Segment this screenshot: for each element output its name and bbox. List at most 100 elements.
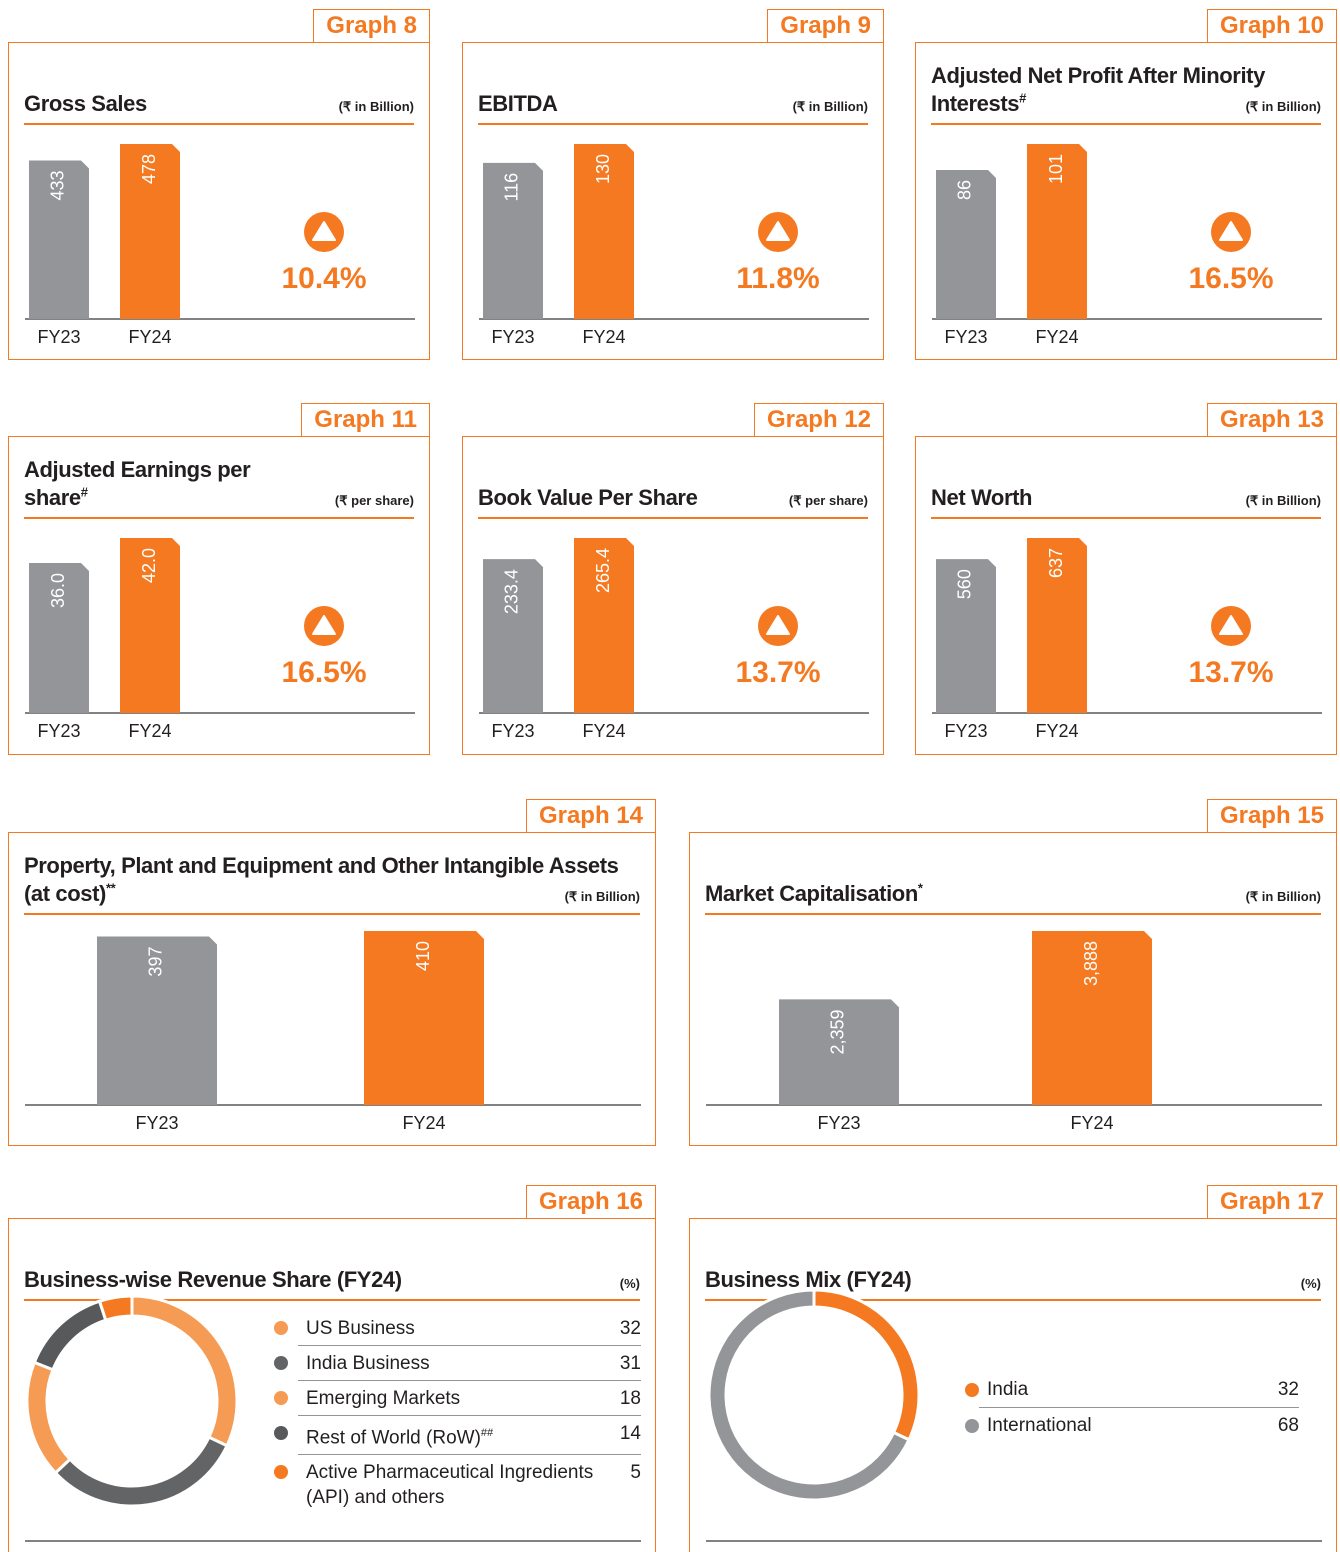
donut-segment <box>812 1288 921 1442</box>
chart-title: Business-wise Revenue Share (FY24) <box>24 1266 402 1294</box>
unit-label: (%) <box>1300 1276 1321 1291</box>
donut-segment <box>32 1299 108 1372</box>
x-tick-label: FY24 <box>582 327 625 347</box>
value-label: 560 <box>955 569 975 599</box>
legend-swatch <box>274 1426 288 1440</box>
legend-label: India Business <box>306 1351 601 1376</box>
unit-label: (₹ in Billion) <box>338 99 414 114</box>
unit-label: (₹ per share) <box>788 493 868 508</box>
value-label: 410 <box>413 941 433 971</box>
x-tick-label: FY24 <box>1035 327 1078 347</box>
legend-swatch <box>274 1321 288 1335</box>
chart: 36.0 FY23 42.0 FY24 16.5% <box>25 538 415 741</box>
legend-row: Emerging Markets 18 <box>274 1381 641 1416</box>
bar <box>97 936 217 1105</box>
legend-value: 14 <box>619 1422 641 1444</box>
x-tick-label: FY23 <box>37 327 80 347</box>
chart <box>25 1294 641 1542</box>
chart: 233.4 FY23 265.4 FY24 13.7% <box>479 538 869 741</box>
title-footnote: * <box>917 880 923 896</box>
graph-tag: Graph 12 <box>753 403 884 437</box>
value-label: 86 <box>955 180 975 200</box>
growth-label: 11.8% <box>736 262 819 295</box>
value-label: 637 <box>1046 548 1066 578</box>
legend-swatch <box>274 1391 288 1405</box>
panel: Net Worth (₹ in Billion) 560 FY23 637 FY24 13.… <box>915 436 1337 755</box>
title-text: Business Mix (FY24) <box>705 1267 912 1292</box>
legend-text: International <box>987 1415 1092 1436</box>
bar <box>1027 144 1087 319</box>
x-tick-label: FY24 <box>1070 1113 1113 1133</box>
header: Business-wise Revenue Share (FY24) (%) <box>24 1219 640 1301</box>
legend-swatch <box>274 1465 288 1480</box>
header: EBITDA (₹ in Billion) <box>478 43 868 125</box>
chart: 560 FY23 637 FY24 13.7% <box>932 538 1322 741</box>
x-tick-label: FY24 <box>582 721 625 741</box>
graph-tag: Graph 10 <box>1206 9 1337 43</box>
x-tick-label: FY23 <box>944 327 987 347</box>
value-label: 265.4 <box>593 548 613 593</box>
donut-segment <box>53 1435 230 1508</box>
legend-text: Active Pharmaceutical Ingredients (API) … <box>306 1461 594 1508</box>
chart <box>706 1288 1322 1542</box>
chart: 397 FY23 410 FY24 <box>25 931 641 1133</box>
title-footnote: # <box>80 484 88 500</box>
growth-arrow <box>312 615 336 635</box>
legend-value: 5 <box>630 1461 641 1483</box>
chart-title: Net Worth <box>931 484 1032 512</box>
value-label: 3,888 <box>1081 941 1101 986</box>
chart-title: Market Capitalisation* <box>705 880 923 908</box>
donut-segment <box>25 1360 73 1475</box>
chart-title: Gross Sales <box>24 90 147 118</box>
header: Adjusted Earnings per share# (₹ per share… <box>24 437 414 519</box>
bar <box>29 563 89 713</box>
header: Book Value Per Share (₹ per share) <box>478 437 868 519</box>
x-tick-label: FY23 <box>491 721 534 741</box>
title-footnote: # <box>1019 90 1026 106</box>
bar <box>364 931 484 1105</box>
graph-tag: Graph 11 <box>301 403 430 437</box>
header: Market Capitalisation* (₹ in Billion) <box>705 833 1321 915</box>
chart: 86 FY23 101 FY24 16.5% <box>932 144 1322 347</box>
chart-title: EBITDA <box>478 90 558 118</box>
chart: 433 FY23 478 FY24 10.4% <box>25 144 415 347</box>
chart-title: Adjusted Earnings per share# <box>24 456 264 512</box>
value-label: 2,359 <box>828 1009 848 1054</box>
header: Net Worth (₹ in Billion) <box>931 437 1321 519</box>
legend-label: India <box>987 1377 1259 1402</box>
growth-label: 16.5% <box>281 656 366 689</box>
header: Gross Sales (₹ in Billion) <box>24 43 414 125</box>
title-text: Adjusted Net Profit After Minority Inter… <box>931 63 1265 116</box>
legend-text: US Business <box>306 1317 415 1339</box>
bar <box>483 162 543 319</box>
legend-label: Emerging Markets <box>306 1386 601 1411</box>
unit-label: (₹ in Billion) <box>1245 889 1321 904</box>
chart-title: Property, Plant and Equipment and Other … <box>24 852 640 908</box>
legend: US Business 32 India Business 31 Emerging Ma… <box>267 1311 641 1514</box>
legend-label: International <box>987 1413 1259 1438</box>
legend-text: Emerging Markets <box>306 1387 461 1409</box>
header: Property, Plant and Equipment and Other … <box>24 833 640 915</box>
legend-row: India Business 31 <box>274 1346 641 1381</box>
legend-text: India Business <box>306 1352 430 1374</box>
bar <box>936 169 996 319</box>
graph-tag: Graph 15 <box>1206 799 1337 833</box>
panel: Business Mix (FY24) (%) India 32 Internation… <box>689 1218 1337 1552</box>
value-label: 42.0 <box>139 548 159 583</box>
growth-arrow <box>1219 221 1243 241</box>
title-text: Market Capitalisation <box>705 881 918 906</box>
title-text: Property, Plant and Equipment and Other … <box>24 853 619 906</box>
x-tick-label: FY23 <box>135 1113 178 1133</box>
panel: Property, Plant and Equipment and Other … <box>8 832 656 1146</box>
header: Business Mix (FY24) (%) <box>705 1219 1321 1301</box>
legend-row: India 32 <box>965 1372 1299 1408</box>
x-tick-label: FY24 <box>128 327 171 347</box>
panel: Gross Sales (₹ in Billion) 433 FY23 478 FY24 1… <box>8 42 430 360</box>
legend-label: US Business <box>306 1316 601 1341</box>
x-tick-label: FY23 <box>944 721 987 741</box>
panel: Adjusted Net Profit After Minority Inter… <box>915 42 1337 360</box>
growth-label: 13.7% <box>1188 656 1273 689</box>
value-label: 478 <box>139 154 159 184</box>
legend-value: 31 <box>619 1352 641 1374</box>
